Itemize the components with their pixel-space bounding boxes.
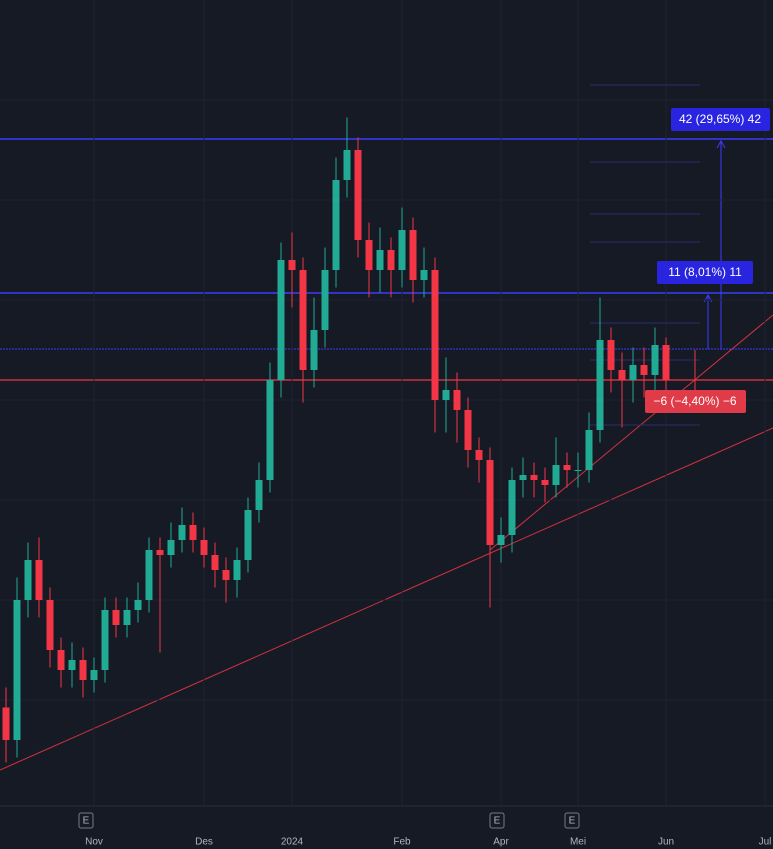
candle-body	[222, 570, 230, 580]
candle-body	[640, 365, 648, 375]
candle-body	[79, 660, 87, 680]
candle-body	[145, 550, 153, 600]
candle-body	[376, 250, 384, 270]
candle-body	[596, 340, 604, 430]
candle-body	[662, 345, 670, 380]
candle-body	[156, 550, 164, 555]
candle-body	[442, 390, 450, 400]
candle-body	[409, 230, 417, 280]
candle-body	[651, 345, 659, 375]
candle-body	[46, 600, 54, 650]
candle-body	[497, 535, 505, 545]
candle-body	[255, 480, 263, 510]
candle-body	[233, 560, 241, 580]
candle-body	[211, 555, 219, 570]
candle-body	[321, 270, 329, 330]
candle-body	[398, 230, 406, 270]
candle-body	[453, 390, 461, 410]
candle-body	[530, 475, 538, 480]
event-box	[78, 812, 94, 829]
candle-body	[574, 470, 582, 471]
x-tick-label: Apr	[493, 837, 509, 848]
candle-body	[266, 380, 274, 480]
candle-body	[420, 270, 428, 280]
event-label: E	[494, 816, 501, 827]
candle-body	[101, 610, 109, 670]
event-box	[489, 812, 505, 829]
candle-body	[508, 480, 516, 535]
candle-body	[167, 540, 175, 555]
measure-tag	[657, 261, 753, 284]
candle-body	[13, 600, 21, 740]
candle-body	[310, 330, 318, 370]
candle-body	[288, 260, 296, 270]
x-tick-label: Des	[195, 837, 213, 848]
candle-body	[35, 560, 43, 600]
candle-body	[189, 525, 197, 540]
candle-body	[475, 450, 483, 460]
measure-label: −6 (−4,40%) −6	[653, 394, 736, 408]
candle-body	[134, 600, 142, 610]
event-box	[564, 812, 580, 829]
candle-body	[387, 250, 395, 270]
candle-body	[299, 270, 307, 370]
candle-body	[200, 540, 208, 555]
candle-body	[68, 660, 76, 670]
measure-label: 11 (8,01%) 11	[668, 265, 742, 279]
candle-body	[486, 460, 494, 545]
plot	[0, 0, 773, 806]
candle-body	[123, 610, 131, 625]
measure-arrow	[716, 139, 726, 149]
candle-body	[332, 180, 340, 270]
x-tick-label: Jun	[658, 837, 674, 848]
candle-body	[24, 560, 32, 600]
x-tick-label: Nov	[85, 837, 103, 848]
event-label: E	[83, 816, 90, 827]
candle-body	[2, 707, 10, 740]
measure-tag	[671, 108, 770, 131]
candle-body	[464, 410, 472, 450]
drawings	[0, 84, 773, 771]
candle-body	[585, 430, 593, 470]
event-label: E	[569, 816, 576, 827]
event-markers: E E E	[78, 812, 580, 829]
candle-body	[519, 475, 527, 480]
candle-body	[552, 465, 560, 485]
candle-body	[90, 670, 98, 680]
candle-body	[178, 525, 186, 540]
candle-body	[541, 480, 549, 485]
candle-body	[629, 365, 637, 380]
measure-tag	[645, 390, 746, 413]
candle-body	[354, 150, 362, 240]
candle-body	[618, 370, 626, 380]
candle-body	[277, 260, 285, 380]
candle-body	[57, 650, 65, 670]
candle-body	[112, 610, 120, 625]
candle-body	[343, 150, 351, 180]
candle-body	[244, 510, 252, 560]
trend-line	[489, 314, 773, 551]
candle-body	[365, 240, 373, 270]
measure-label: 42 (29,65%) 42	[679, 112, 761, 126]
candle-body	[563, 465, 571, 470]
x-tick-label: 2024	[281, 837, 304, 848]
candle-body	[607, 340, 615, 370]
x-tick-label: Mei	[570, 837, 586, 848]
x-tick-label: Jul	[759, 837, 772, 848]
trend-line	[0, 427, 773, 771]
candle-body	[431, 270, 439, 400]
x-tick-label: Feb	[393, 837, 411, 848]
